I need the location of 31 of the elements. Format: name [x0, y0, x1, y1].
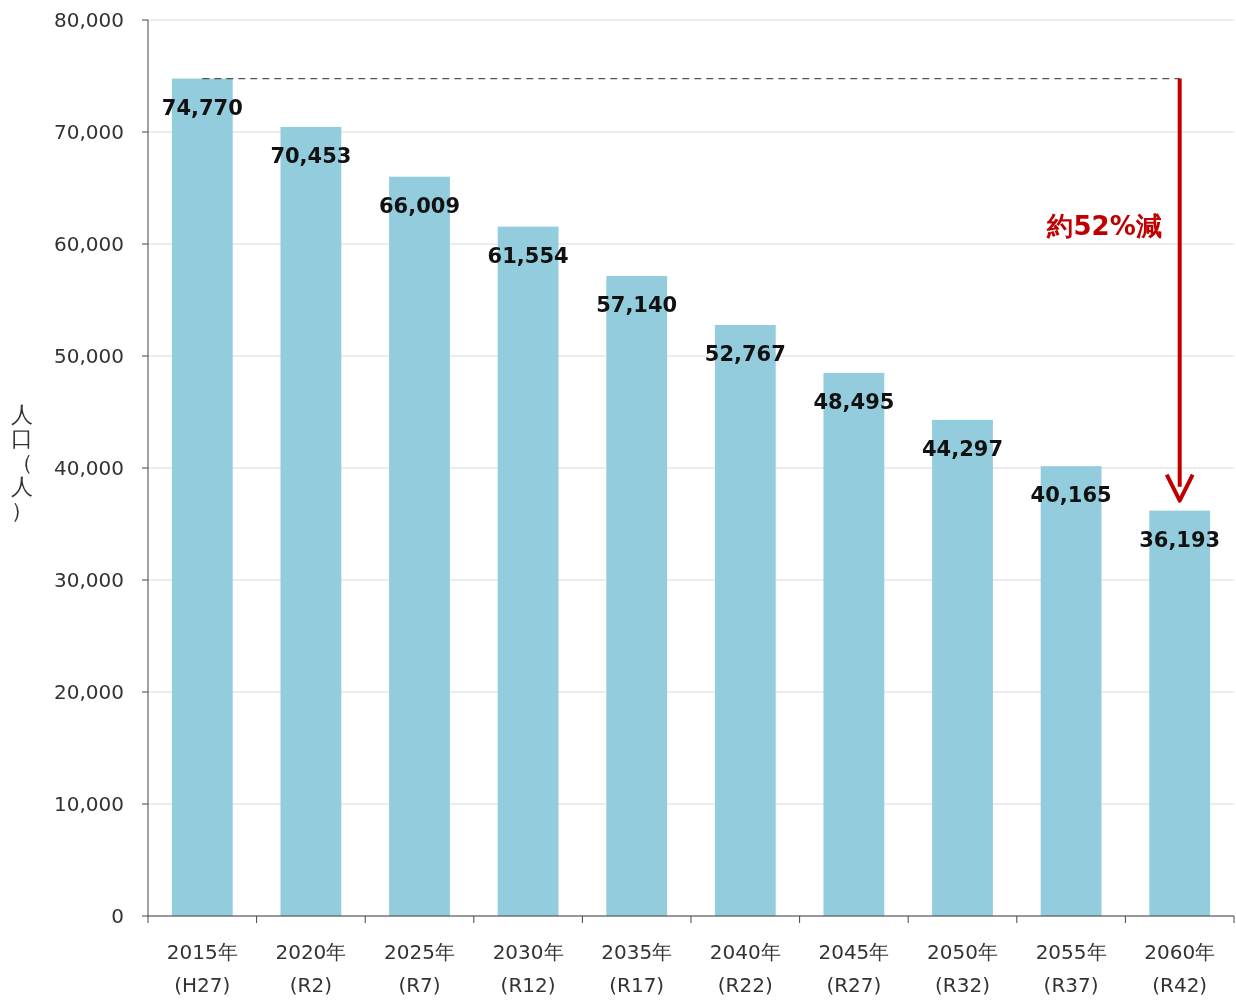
data-label: 70,453	[270, 143, 352, 168]
y-tick-label: 0	[111, 904, 124, 928]
data-label: 40,165	[1030, 483, 1112, 508]
y-tick-label: 80,000	[54, 8, 124, 32]
x-tick-label: 2015年 (H27)	[166, 940, 238, 997]
data-label: 44,297	[921, 436, 1004, 461]
x-tick-label: 2045年 (R27)	[818, 940, 890, 997]
y-axis-title: 人口（人）	[11, 402, 33, 523]
data-label: 48,495	[813, 389, 895, 414]
data-label: 66,009	[378, 193, 461, 218]
annotation: 約52%減	[1046, 211, 1162, 241]
data-label: 36,193	[1139, 527, 1221, 552]
data-label: 52,767	[704, 342, 786, 367]
x-tick-label: 2055年 (R37)	[1035, 940, 1107, 997]
x-tick-label: 2040年 (R22)	[709, 940, 781, 997]
x-tick-label: 2025年 (R7)	[384, 940, 455, 997]
y-tick-label: 30,000	[54, 568, 124, 592]
x-tick-label: 2050年 (R32)	[927, 940, 998, 997]
y-tick-label: 40,000	[54, 456, 124, 480]
x-tick-label: 2060年 (R42)	[1144, 940, 1216, 997]
y-tick-label: 50,000	[54, 344, 124, 368]
data-label: 74,770	[161, 95, 243, 120]
x-tick-label: 2030年 (R12)	[492, 940, 564, 997]
data-label: 61,554	[487, 243, 569, 268]
y-tick-label: 10,000	[54, 792, 124, 816]
x-tick-label: 2035年 (R17)	[601, 940, 673, 997]
y-tick-label: 20,000	[54, 680, 124, 704]
data-label: 57,140	[596, 293, 678, 318]
y-tick-label: 60,000	[54, 232, 124, 256]
y-tick-label: 70,000	[54, 120, 124, 144]
x-tick-label: 2020年 (R2)	[275, 940, 347, 997]
